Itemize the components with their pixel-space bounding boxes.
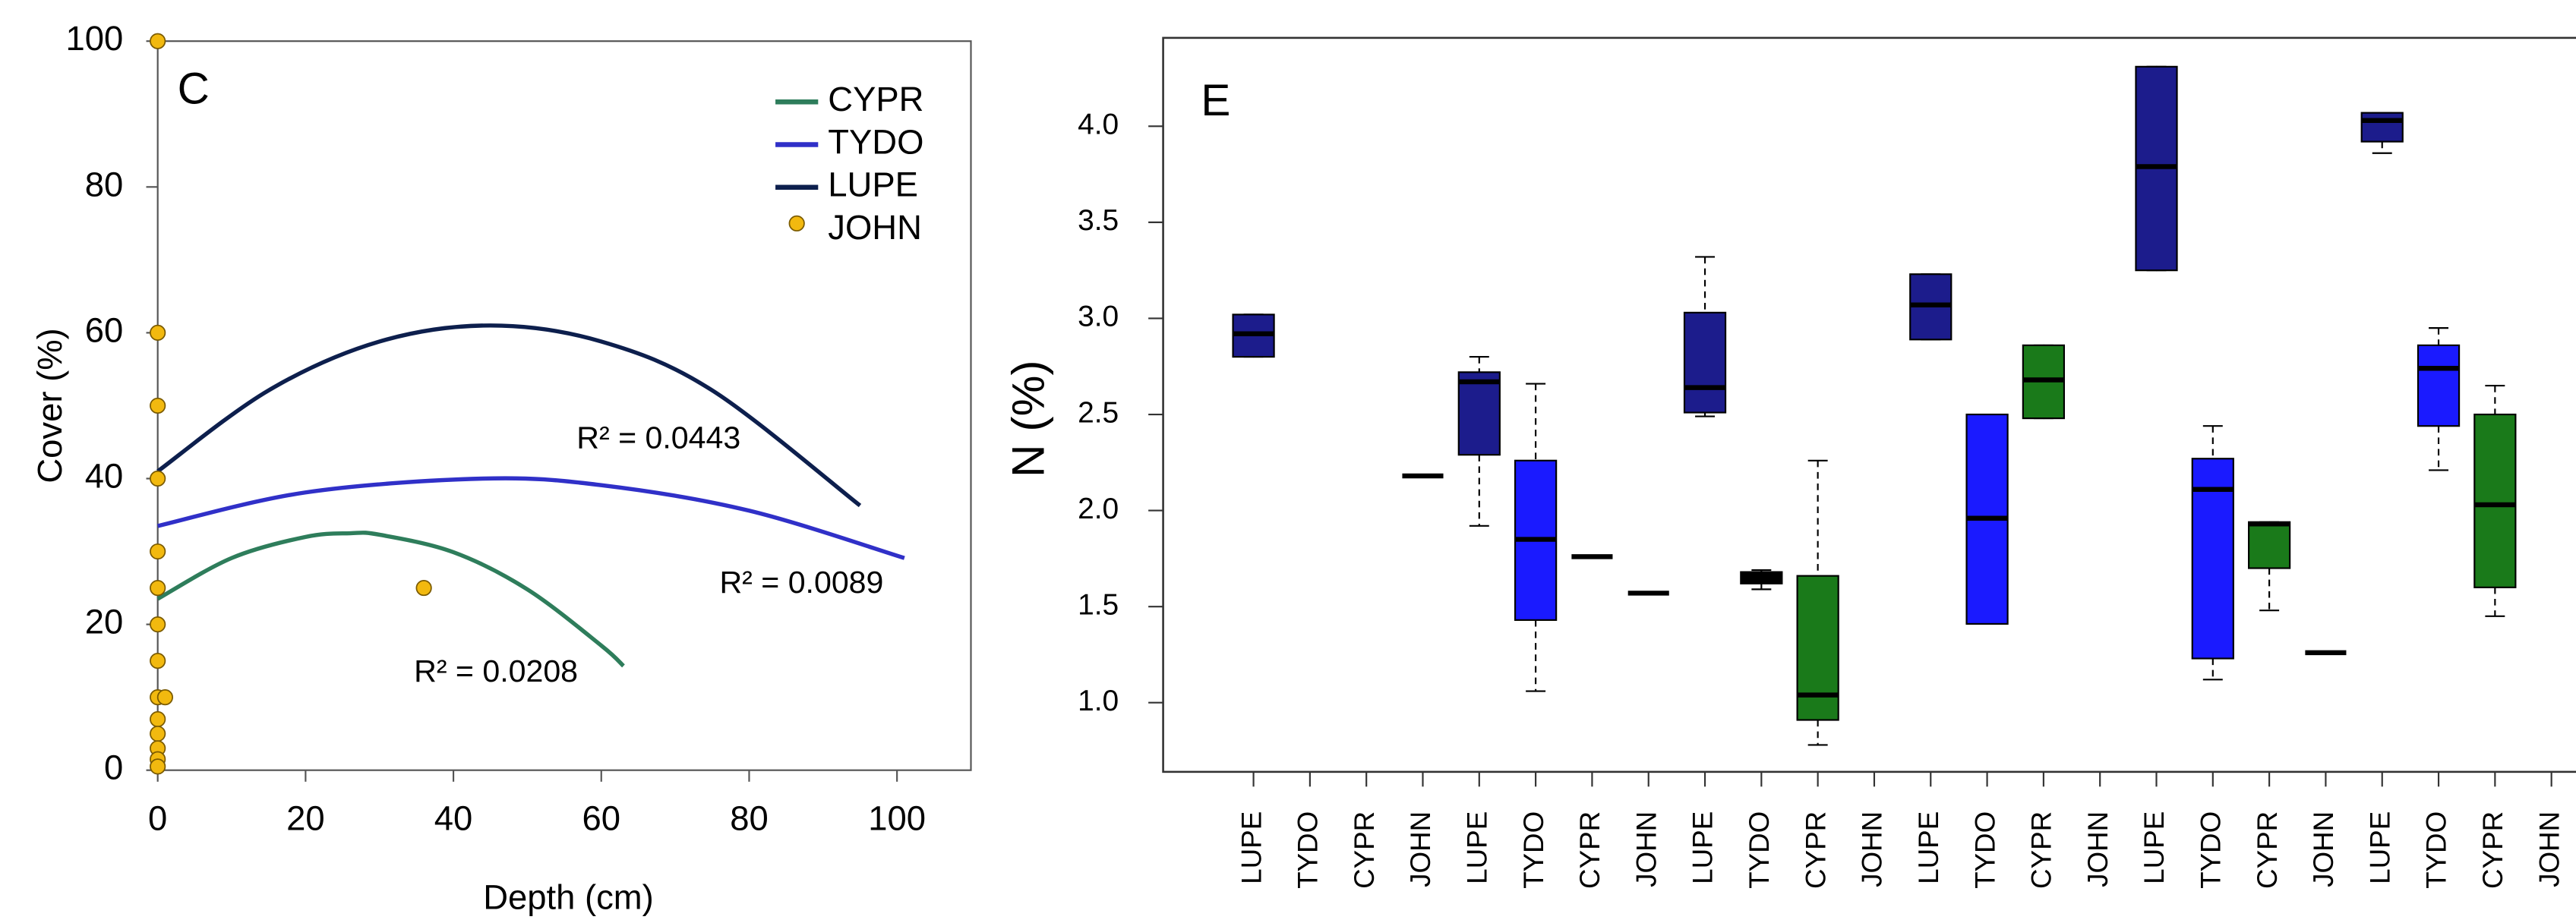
annotation: C [178,65,210,114]
x-tick-label: LUPE [1913,811,1944,884]
data-point [415,579,432,597]
x-tick-label: JOHN [1631,811,1662,887]
x-tick-label: JOHN [1857,811,1888,887]
y-axis-label: Cover (%) [30,328,69,483]
x-tick-label: 40 [434,799,473,838]
x-tick-label: CYPR [1800,811,1831,889]
fit-line [156,531,625,668]
x-tick-label: TYDO [1744,811,1775,889]
annotation: R² = 0.0208 [414,654,578,688]
data-point [150,470,166,487]
x-tick-label: LUPE [1687,811,1719,884]
y-tick-label: 0 [104,748,123,787]
y-tick-label: 20 [85,603,124,641]
y-tick-label: 4.0 [1078,109,1119,141]
box [1457,371,1501,456]
annotation: R² = 0.0443 [576,421,740,455]
x-tick-label: JOHN [2533,811,2565,887]
data-point [150,324,166,342]
data-point [156,689,174,706]
x-axis-label: Depth (cm) [483,878,654,917]
x-tick-label: TYDO [1969,811,2000,889]
y-tick-label: 80 [85,165,124,203]
data-point [150,616,166,633]
x-tick-label: 0 [148,799,167,838]
data-point [150,543,166,560]
plot-frame [1162,36,2576,773]
y-tick-label: 1.5 [1078,588,1119,621]
x-tick-label: JOHN [2082,811,2114,887]
box [2247,521,2291,569]
x-tick-label: 80 [730,799,769,838]
x-tick-label: 100 [868,799,926,838]
x-tick-label: TYDO [2196,811,2227,889]
annotation: E [1201,76,1230,125]
legend-label: JOHN [828,208,922,247]
legend-label: CYPR [828,80,923,118]
box [1683,311,1727,414]
legend-marker [788,215,805,232]
x-tick-label: LUPE [2364,811,2395,884]
y-axis-label: N (%) [1002,360,1054,477]
fit-line [157,476,905,560]
data-point [150,397,166,414]
y-tick-label: 3.0 [1078,301,1119,333]
y-tick-label: 100 [65,19,123,58]
data-point [150,33,166,49]
y-tick-label: 3.5 [1078,204,1119,237]
x-tick-label: TYDO [1518,811,1549,889]
x-tick-label: CYPR [1574,811,1605,889]
legend-label: LUPE [828,165,918,204]
y-tick-label: 2.5 [1078,396,1119,429]
data-point [150,710,166,728]
data-point [150,653,166,669]
x-tick-label: CYPR [2026,811,2057,889]
annotation: R² = 0.0089 [720,565,884,600]
x-tick-label: JOHN [2308,811,2339,887]
x-tick-label: 60 [582,799,620,838]
data-point [150,726,166,742]
data-point [150,579,166,597]
box [2191,458,2234,660]
fit-line [156,323,862,508]
x-tick-label: LUPE [2139,811,2170,884]
x-tick-label: CYPR [2477,811,2508,889]
x-tick-label: LUPE [1462,811,1493,884]
box [2360,112,2404,143]
box [1796,575,1839,721]
y-tick-label: 40 [85,456,124,495]
x-tick-label: 20 [286,799,325,838]
box [2417,344,2461,427]
x-tick-label: CYPR [1349,811,1380,889]
data-point [150,758,166,775]
box [2473,413,2517,588]
x-tick-label: TYDO [1293,811,1324,889]
legend-label: TYDO [828,122,923,161]
y-tick-label: 1.0 [1078,685,1119,717]
x-tick-label: LUPE [1236,811,1267,884]
y-tick-label: 60 [85,310,124,349]
x-tick-label: TYDO [2421,811,2452,889]
y-tick-label: 2.0 [1078,493,1119,525]
x-tick-label: JOHN [1405,811,1436,887]
x-tick-label: CYPR [2252,811,2283,889]
